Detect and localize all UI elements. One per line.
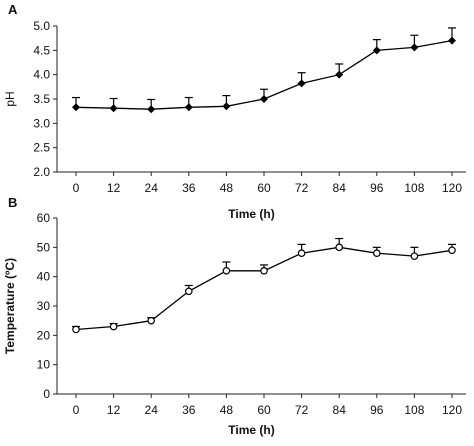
panel-b-x-tick-label: 36: [182, 403, 196, 417]
panel-b-y-tick-label: 30: [37, 299, 51, 313]
panel-b-y-tick-label: 20: [37, 328, 51, 342]
panel-b-data-point: [260, 266, 268, 275]
panel-b-chart: B 0 10 20 30 40 50 60 0 12 24 36 48 60 72 84 96 108 120 Tim…: [3, 195, 466, 437]
panel-a-data-point: [260, 95, 268, 103]
panel-a-data-point: [147, 105, 156, 114]
panel-a-y-tick-label: 2.5: [33, 141, 50, 155]
panel-a-data-point: [410, 43, 419, 52]
panel-a-data-point: [72, 103, 80, 112]
panel-b-y-tick-label: 50: [37, 240, 51, 254]
panel-b-x-tick-label: 0: [73, 403, 80, 417]
panel-b-y-tick-label: 40: [37, 270, 51, 284]
panel-a-data-point: [335, 70, 344, 79]
panel-a-y-tick-label: 4.5: [33, 43, 50, 57]
panel-b-data-point: [410, 252, 419, 260]
panel-b-x-tick-label: 96: [370, 403, 384, 417]
panel-b-data-point: [335, 243, 344, 252]
panel-a-data-point: [372, 46, 381, 55]
panel-b-data-point: [297, 249, 306, 258]
panel-b-x-tick-label: 24: [145, 403, 159, 417]
panel-a-data-point: [448, 36, 456, 45]
panel-b-y-tick-label: 0: [43, 387, 50, 401]
panel-a-x-tick-label: 60: [257, 181, 271, 195]
panel-a-y-axis-title: pH: [3, 91, 17, 106]
panel-a-data-point: [109, 104, 118, 113]
panel-a-chart: A 2.0 2.5 3.0 3.5 4.0 4.5 5.0 0 12 24 36 48 60 72 84 96 1…: [3, 2, 466, 221]
panel-a-x-tick-label: 36: [182, 181, 196, 195]
panel-a-x-tick-label: 24: [145, 181, 159, 195]
panel-a-data-point: [184, 103, 193, 112]
panel-b-x-tick-label: 48: [220, 403, 234, 417]
panel-b-x-tick-label: 72: [295, 403, 309, 417]
panel-a-x-tick-label: 48: [220, 181, 234, 195]
panel-b-y-axis-title: Temperature (ºC): [3, 258, 17, 354]
panel-a-x-tick-label: 108: [404, 181, 424, 195]
panel-b-data-point: [185, 287, 193, 296]
panel-b-series-line: [75, 246, 453, 331]
panel-b-letter: B: [8, 195, 17, 210]
panel-b-data-point: [109, 322, 118, 331]
panel-a-x-axis-title: Time (h): [228, 207, 274, 221]
panel-b-data-point: [222, 266, 231, 275]
panel-a-x-tick-label: 12: [107, 181, 121, 195]
panel-b-data-point: [72, 325, 80, 334]
panel-a-letter: A: [8, 2, 18, 17]
panel-a-y-tick-label: 4.0: [33, 68, 50, 82]
panel-a-y-tick-label: 3.5: [33, 92, 50, 106]
panel-a-x-tick-label: 0: [73, 181, 80, 195]
panel-b-x-tick-label: 120: [442, 403, 462, 417]
panel-b-x-tick-label: 108: [404, 403, 424, 417]
panel-a-y-tick-label: 5.0: [33, 19, 50, 33]
panel-a-data-point: [297, 79, 306, 88]
panel-b-y-tick-label: 60: [37, 211, 51, 225]
panel-a-x-tick-label: 84: [333, 181, 347, 195]
panel-b-data-point: [147, 316, 156, 325]
panel-b-x-tick-label: 84: [333, 403, 347, 417]
panel-a-x-tick-label: 96: [370, 181, 384, 195]
panel-b-x-tick-label: 60: [257, 403, 271, 417]
panel-a-x-tick-label: 72: [295, 181, 309, 195]
panel-b-data-point: [372, 249, 381, 258]
panel-a-y-tick-label: 3.0: [33, 116, 50, 130]
panel-b-x-axis-title: Time (h): [228, 423, 274, 437]
panel-b-x-tick-label: 12: [107, 403, 121, 417]
panel-b-data-point: [448, 246, 456, 255]
panel-a-y-tick-label: 2.0: [33, 165, 50, 179]
panel-b-y-tick-label: 10: [37, 358, 51, 372]
panel-a-x-tick-label: 120: [442, 181, 462, 195]
panel-a-data-point: [222, 102, 231, 111]
